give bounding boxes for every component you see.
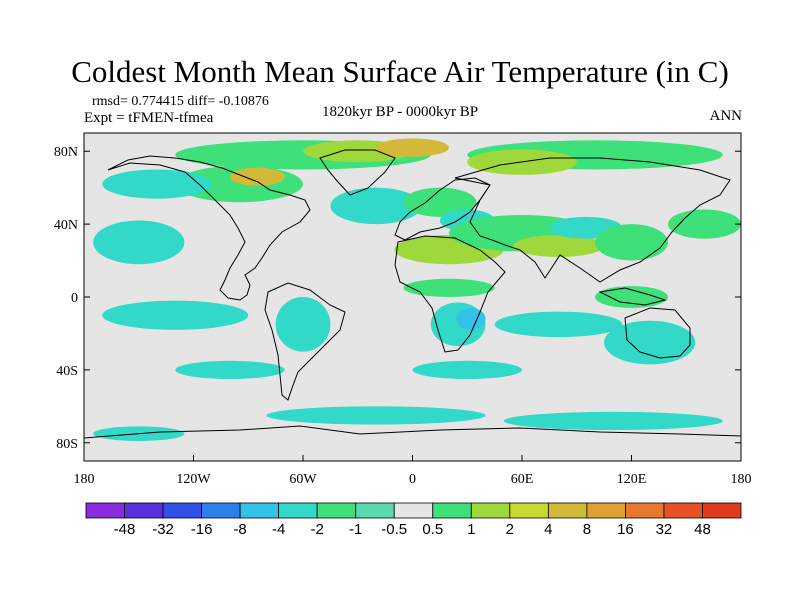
- lon-tick-label: 0: [409, 472, 416, 487]
- colorbar-label: 0.5: [422, 521, 443, 538]
- colorbar-label: -48: [114, 521, 136, 538]
- colorbar-label: -32: [152, 521, 174, 538]
- season-label: ANN: [709, 108, 743, 124]
- anomaly-patch: [376, 138, 449, 157]
- colorbar-label: 1: [467, 521, 475, 538]
- anomaly-patch: [595, 286, 668, 308]
- colorbar-swatch: [663, 502, 703, 519]
- colorbar-swatch: [586, 502, 626, 519]
- colorbar-swatch: [278, 502, 318, 519]
- colorbar-swatch: [355, 502, 395, 519]
- anomaly-patch: [403, 278, 495, 297]
- anomaly-field: [93, 138, 741, 441]
- colorbar-swatch: [509, 502, 549, 519]
- lat-tick-label: 40N: [54, 218, 78, 233]
- lon-tick-label: 60W: [289, 472, 317, 487]
- coastlines: [84, 149, 741, 439]
- anomaly-patch: [403, 187, 477, 217]
- colorbar-label: 4: [544, 521, 552, 538]
- colorbar-label: -16: [191, 521, 213, 538]
- anomaly-patch: [604, 320, 696, 365]
- anomaly-patch: [102, 300, 249, 330]
- colorbar-swatch: [393, 502, 434, 519]
- anomaly-patch: [275, 297, 331, 352]
- colorbar-label: -4: [272, 521, 285, 538]
- anomaly-patch: [266, 406, 486, 425]
- colorbar-label: -2: [311, 521, 324, 538]
- anomaly-patch: [330, 187, 422, 225]
- map-title: Coldest Month Mean Surface Air Temperatu…: [71, 54, 729, 89]
- latitude-axis: 80N 40N 0 40S 80S: [54, 145, 741, 452]
- lon-tick-label: 180: [731, 472, 752, 487]
- anomaly-patch: [93, 220, 185, 265]
- colorbar-swatch: [470, 502, 511, 519]
- lat-tick-label: 80S: [56, 437, 78, 452]
- anomaly-patch: [595, 224, 668, 261]
- anomaly-patch: [175, 360, 285, 379]
- colorbar-swatch: [432, 502, 472, 519]
- colorbar-swatch: [239, 502, 280, 519]
- colorbar-label: -8: [233, 521, 246, 538]
- anomaly-patch: [456, 307, 486, 330]
- anomaly-patch: [412, 360, 522, 379]
- colorbar-swatch: [702, 502, 742, 519]
- colorbar-label: 8: [583, 521, 591, 538]
- lon-tick-label: 120W: [176, 472, 211, 487]
- lon-tick-label: 180: [74, 472, 95, 487]
- stats-text: rmsd= 0.774415 diff= -0.10876: [92, 94, 269, 109]
- colorbar-label: 2: [506, 521, 514, 538]
- colorbar-swatch: [547, 502, 588, 519]
- colorbar-swatch: [85, 502, 125, 519]
- colorbar-swatch: [201, 502, 241, 519]
- anomaly-patch: [230, 167, 285, 186]
- lon-tick-label: 120E: [617, 472, 647, 487]
- colorbar-label: 32: [656, 521, 673, 538]
- colorbar-label: -0.5: [381, 521, 407, 538]
- longitude-axis: 180 120W 60W 0 60E 120E 180: [74, 455, 752, 487]
- anomaly-patch: [102, 169, 212, 199]
- colorbar-swatch: [316, 502, 357, 519]
- colorbar-label: 16: [617, 521, 634, 538]
- lat-tick-label: 40S: [56, 364, 78, 379]
- lat-tick-label: 0: [71, 291, 78, 306]
- colorbar-swatch: [162, 502, 202, 519]
- colorbar-label: 48: [694, 521, 711, 538]
- colorbar-swatch: [625, 502, 665, 519]
- anomaly-patch: [512, 235, 605, 257]
- colorbar-label: -1: [349, 521, 362, 538]
- anomaly-patch: [494, 311, 623, 338]
- colorbar-swatch: [124, 502, 164, 519]
- experiment-label: Expt = tFMEN-tfmea: [84, 110, 214, 126]
- lat-tick-label: 80N: [54, 145, 78, 160]
- lon-tick-label: 60E: [511, 472, 534, 487]
- period-label: 1820kyr BP - 0000kyr BP: [321, 104, 479, 120]
- anomaly-patch: [503, 411, 723, 431]
